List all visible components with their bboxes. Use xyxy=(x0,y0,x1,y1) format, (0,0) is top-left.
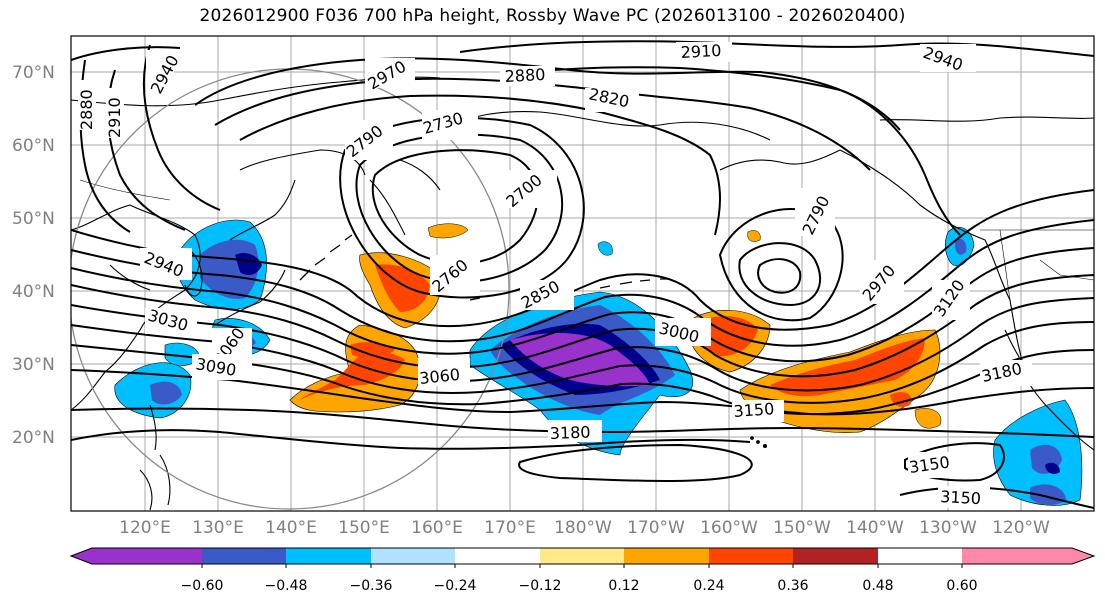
colorbar-tick-label: −0.36 xyxy=(350,578,393,594)
lon-label-120w: 120°W xyxy=(992,518,1050,538)
lat-label-60n: 60°N xyxy=(12,136,55,156)
lon-label-170w: 170°W xyxy=(627,518,685,538)
negative-anomaly-shading xyxy=(114,219,1083,506)
lat-label-40n: 40°N xyxy=(12,282,55,302)
colorbar-cell xyxy=(202,548,286,564)
colorbar-cells xyxy=(69,547,1096,568)
contour-label-2880-north: 2880 xyxy=(504,65,546,86)
colorbar-cell xyxy=(709,548,793,564)
colorbar-outline xyxy=(69,547,1096,565)
colorbar-tick-label: 0.24 xyxy=(693,578,724,594)
lat-label-30n: 30°N xyxy=(12,355,55,375)
colorbar-tick-label: 0.60 xyxy=(946,578,977,594)
colorbar-tick-label: −0.24 xyxy=(434,578,477,594)
colorbar-cell xyxy=(455,548,540,564)
longitude-labels: 120°E 130°E 140°E 150°E 160°E 170°E 180°… xyxy=(119,518,1050,538)
contour-label-3150-central: 3150 xyxy=(733,399,775,421)
colorbar-tick-label: −0.48 xyxy=(265,578,308,594)
colorbar-tick-label: −0.12 xyxy=(519,578,562,594)
colorbar-tick-label: 0.48 xyxy=(862,578,893,594)
contour-label-2910-north: 2910 xyxy=(680,41,722,62)
lat-label-70n: 70°N xyxy=(12,63,55,83)
colorbar-tick-label: −0.60 xyxy=(181,578,224,594)
contour-label-3180-central: 3180 xyxy=(549,423,590,443)
lon-label-140w: 140°W xyxy=(846,518,904,538)
lon-label-120e: 120°E xyxy=(119,518,171,538)
coastlines xyxy=(71,76,1094,511)
colorbar-tick-label: 0.12 xyxy=(608,578,639,594)
lon-label-140e: 140°E xyxy=(265,518,317,538)
colorbar-cell xyxy=(793,548,878,564)
map-title: 2026012900 F036 700 hPa height, Rossby W… xyxy=(199,6,906,26)
colorbar-cell xyxy=(286,548,371,564)
lon-label-160w: 160°W xyxy=(700,518,758,538)
contour-labels: 2880 2910 2940 2970 2880 2910 2940 2820 … xyxy=(77,41,1032,508)
lon-label-160e: 160°E xyxy=(411,518,463,538)
colorbar-tick-label: 0.36 xyxy=(777,578,808,594)
lon-label-170e: 170°E xyxy=(484,518,536,538)
contour-label-2910-west: 2910 xyxy=(105,97,124,138)
lat-label-20n: 20°N xyxy=(12,428,55,448)
colorbar: −0.60 −0.48 −0.36 −0.24 −0.12 0.12 0.24 … xyxy=(69,547,1096,594)
colorbar-ticks: −0.60 −0.48 −0.36 −0.24 −0.12 0.12 0.24 … xyxy=(181,578,978,594)
colorbar-cell xyxy=(962,548,1094,564)
colorbar-cell xyxy=(71,548,234,564)
lon-label-130e: 130°E xyxy=(192,518,244,538)
lat-label-50n: 50°N xyxy=(12,209,55,229)
colorbar-cell xyxy=(540,548,624,564)
lon-label-180w: 180°W xyxy=(554,518,612,538)
colorbar-cell xyxy=(371,548,455,564)
colorbar-cell xyxy=(624,548,709,564)
latitude-labels: 70°N 60°N 50°N 40°N 30°N 20°N xyxy=(12,63,55,448)
lon-label-130w: 130°W xyxy=(919,518,977,538)
lon-label-150w: 150°W xyxy=(773,518,831,538)
map-border xyxy=(70,35,1095,512)
contour-label-2880-west: 2880 xyxy=(77,89,96,130)
lon-label-150e: 150°E xyxy=(338,518,390,538)
contour-label-3060-east: 3060 xyxy=(418,365,460,388)
contour-label-3150-southeast: 3150 xyxy=(940,487,982,508)
